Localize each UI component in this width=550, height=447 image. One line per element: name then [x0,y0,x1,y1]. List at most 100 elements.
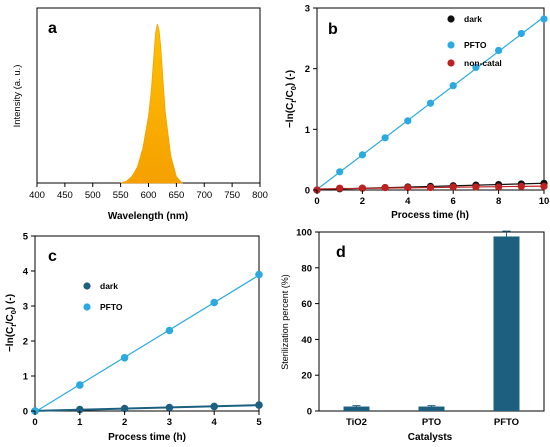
panel-c-x-axis-label: Process time (h) [108,432,186,443]
x-tick-label: 3 [167,417,172,428]
panel-c-kinetics-5h: c 0 1 2 3 4 5 0 1 2 3 4 5 dark PFTO Process time (… [5,232,263,443]
data-point-pfto [495,46,503,55]
x-tick-label: 600 [141,190,157,201]
data-point-dark [120,404,129,413]
x-tick-label: 800 [252,190,268,201]
data-point-pfto [120,354,129,362]
y-tick-label: 60 [301,299,312,310]
data-point-pfto [404,117,412,125]
x-tick-label: 4 [212,417,218,428]
y-tick-label: 1 [305,125,311,136]
data-point-pfto [210,298,218,307]
panel-a-letter: a [48,20,57,37]
data-point-dark [210,402,218,411]
x-tick-label: 450 [57,190,73,201]
panel-c-legend: dark PFTO [83,281,123,312]
panel-d-x-axis-label: Catalysts [408,432,453,443]
fit-line-pfto [34,274,260,413]
panel-b-y-axis-label: −ln(Ct/C0) (-) [285,70,298,128]
panel-c-fit-lines [34,274,260,413]
panel-d-sterilization-bars: d TiO2 PTO PFTO 0 20 40 60 80 100 Catalysts Ste… [280,228,545,443]
data-point-pfto [76,381,84,389]
panel-a-x-ticks: 400 450 500 550 600 650 700 750 800 [29,183,268,201]
panel-d-bars [343,230,520,411]
x-tick-label: 10 [539,196,550,207]
bar-pfto [493,236,520,411]
panel-b-legend: dark PFTO non-catal [447,14,502,68]
data-point-dark [76,405,84,414]
panel-c-y-ticks: 0 1 2 3 4 5 [23,232,35,418]
data-point-pfto [255,270,263,279]
y-tick-label: 5 [23,232,29,243]
y-tick-label: 0 [305,186,310,197]
data-point-non-catal [472,183,480,191]
panel-c-letter: c [48,248,57,265]
bar-pto [418,406,445,411]
y-tick-label: 3 [305,4,310,15]
data-point-pfto [381,134,389,142]
data-point-non-catal [336,184,344,192]
x-tick-label: 2 [360,196,365,207]
x-tick-label: PFTO [494,417,519,428]
bar-tio2 [343,406,370,411]
x-tick-label: 0 [32,417,37,428]
legend-label-dark: dark [100,281,118,291]
x-tick-label: PTO [422,417,441,428]
emission-spectrum-area [120,23,183,184]
panel-b-plot-frame [316,7,545,191]
legend-label-non-catal: non-catal [464,58,502,68]
legend-label-dark: dark [464,14,482,24]
panel-c-x-ticks: 0 1 2 3 4 5 [32,411,262,428]
y-tick-label: 100 [296,228,312,239]
x-tick-label: 750 [224,190,240,201]
legend-label-pfto: PFTO [464,40,487,50]
y-tick-label: 4 [23,267,29,278]
x-tick-label: 4 [405,196,411,207]
x-tick-label: 0 [314,196,319,207]
panel-b-data-points [313,15,548,194]
y-tick-label: 3 [23,302,28,313]
y-tick-label: 1 [23,372,29,383]
panel-b-letter: b [328,21,338,38]
legend-marker-dark [447,15,455,23]
legend-marker-pfto [447,41,455,49]
fit-line-dark [34,404,260,412]
x-tick-label: 700 [196,190,212,201]
data-point-pfto [540,15,548,23]
panel-b-x-ticks: 0 2 4 6 8 10 [314,190,549,207]
x-tick-label: 500 [85,190,101,201]
x-tick-label: 400 [29,190,45,201]
data-point-pfto [358,151,366,159]
data-point-dark [165,403,174,412]
data-point-pfto [336,168,344,176]
data-point-pfto [517,29,525,38]
data-point-non-catal [404,183,412,192]
data-point-pfto [426,99,435,107]
x-tick-label: 5 [256,417,262,428]
y-tick-label: 0 [307,407,312,418]
panel-a-emission-spectrum: a 400 450 500 550 600 650 700 750 800 Wavelength… [12,7,268,222]
data-point-non-catal [426,183,435,192]
panel-c-y-axis-label: −ln(Ct/C0) (-) [5,294,18,352]
panel-d-y-ticks: 0 20 40 60 80 100 [296,228,319,418]
panel-d-letter: d [336,244,346,261]
x-tick-label: 8 [496,196,501,207]
panel-b-y-ticks: 0 1 2 3 [305,4,317,197]
panel-a-y-axis-label: Intensity (a. u.) [12,65,23,128]
data-point-pfto [449,82,457,90]
data-point-non-catal [540,182,548,190]
legend-marker-non-catal [447,59,455,67]
x-tick-label: 650 [168,190,184,201]
y-tick-label: 2 [305,64,310,75]
data-point-pfto [472,63,480,72]
y-tick-label: 0 [23,407,28,418]
data-point-non-catal [358,184,366,192]
y-tick-label: 80 [301,263,312,274]
panel-a-x-axis-label: Wavelength (nm) [108,211,188,222]
legend-label-pfto: PFTO [100,302,123,312]
data-point-non-catal [449,183,457,191]
data-point-pfto [165,326,174,335]
legend-marker-pfto [83,303,91,311]
x-tick-label: 6 [451,196,456,207]
